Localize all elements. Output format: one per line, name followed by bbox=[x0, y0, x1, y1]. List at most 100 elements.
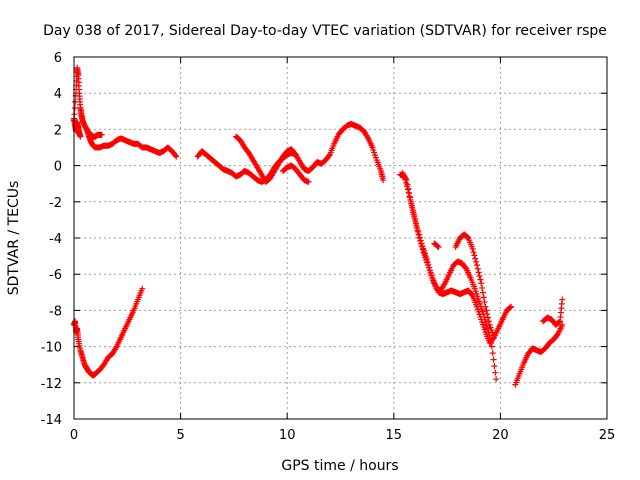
data-point-marker bbox=[380, 177, 387, 184]
data-point-marker bbox=[479, 289, 486, 296]
data-point-marker bbox=[412, 220, 419, 227]
x-tick-label: 0 bbox=[70, 428, 78, 443]
data-point-marker bbox=[435, 244, 442, 251]
tick-layer: 0 5 10 15 20 25 -14 -12 -10 -8 -6 -4 -2 0 2 4 6 bbox=[41, 51, 616, 443]
data-point-marker bbox=[476, 273, 483, 280]
data-series-1 bbox=[71, 115, 84, 140]
data-point-marker bbox=[488, 339, 495, 346]
data-point-marker bbox=[403, 177, 410, 184]
data-point-marker bbox=[325, 152, 332, 159]
y-tick-label: -2 bbox=[49, 196, 62, 211]
data-point-marker bbox=[493, 376, 500, 383]
data-point-marker bbox=[473, 262, 480, 269]
y-tick-label: -10 bbox=[41, 341, 62, 356]
data-point-marker bbox=[412, 216, 419, 223]
data-point-marker bbox=[479, 284, 486, 291]
y-tick-label: -6 bbox=[49, 268, 62, 283]
chart-title: Day 038 of 2017, Sidereal Day-to-day VTE… bbox=[43, 23, 607, 39]
x-tick-label: 20 bbox=[492, 428, 509, 443]
data-point-marker bbox=[477, 276, 484, 283]
data-point-marker bbox=[410, 209, 417, 216]
data-point-marker bbox=[491, 363, 498, 370]
y-axis-label: SDTVAR / TECUs bbox=[6, 181, 22, 296]
data-point-marker bbox=[411, 213, 418, 220]
y-tick-label: 4 bbox=[54, 87, 62, 102]
x-axis-label: GPS time / hours bbox=[281, 458, 398, 474]
y-tick-label: -14 bbox=[41, 413, 62, 428]
data-series-5 bbox=[233, 120, 387, 185]
data-point-marker bbox=[486, 332, 493, 339]
data-point-marker bbox=[418, 240, 425, 247]
x-tick-label: 25 bbox=[599, 428, 616, 443]
y-tick-label: 0 bbox=[54, 160, 62, 175]
data-point-marker bbox=[488, 343, 495, 350]
data-point-marker bbox=[417, 237, 424, 244]
data-point-marker bbox=[471, 252, 478, 259]
data-point-marker bbox=[489, 350, 496, 357]
data-point-marker bbox=[559, 321, 566, 328]
data-point-marker bbox=[98, 131, 105, 138]
data-series-9 bbox=[452, 231, 498, 341]
data-series-8 bbox=[399, 169, 500, 383]
data-point-marker bbox=[559, 296, 566, 303]
data-point-marker bbox=[487, 336, 494, 343]
data-point-marker bbox=[483, 322, 490, 329]
data-series-7 bbox=[397, 171, 515, 346]
data-point-marker bbox=[406, 190, 413, 197]
y-tick-label: -4 bbox=[49, 232, 62, 247]
data-point-marker bbox=[305, 178, 312, 185]
data-series-6 bbox=[279, 162, 312, 185]
data-point-marker bbox=[475, 269, 482, 276]
data-point-marker bbox=[404, 181, 411, 188]
data-point-marker bbox=[485, 318, 492, 325]
data-point-marker bbox=[483, 307, 490, 314]
grid-layer bbox=[74, 57, 607, 419]
x-tick-label: 15 bbox=[386, 428, 403, 443]
data-series-11 bbox=[512, 321, 566, 388]
y-tick-label: 6 bbox=[54, 51, 62, 66]
data-point-marker bbox=[508, 303, 515, 310]
x-tick-label: 10 bbox=[279, 428, 296, 443]
data-point-marker bbox=[408, 202, 415, 209]
data-point-marker bbox=[415, 231, 422, 238]
data-point-marker bbox=[407, 198, 414, 205]
data-point-marker bbox=[478, 280, 485, 287]
data-point-marker bbox=[139, 285, 146, 292]
data-series-3 bbox=[71, 285, 146, 379]
data-point-marker bbox=[490, 356, 497, 363]
data-point-marker bbox=[480, 294, 487, 301]
data-point-marker bbox=[413, 224, 420, 231]
data-point-marker bbox=[409, 206, 416, 213]
data-point-marker bbox=[484, 311, 491, 318]
data-point-marker bbox=[472, 255, 479, 262]
data-point-marker bbox=[482, 303, 489, 310]
data-point-marker bbox=[419, 246, 426, 253]
y-tick-label: -12 bbox=[41, 377, 62, 392]
data-point-marker bbox=[484, 325, 491, 332]
data-point-marker bbox=[468, 291, 475, 298]
data-point-marker bbox=[172, 152, 179, 159]
data-layer bbox=[71, 64, 566, 388]
data-point-marker bbox=[474, 265, 481, 272]
data-point-marker bbox=[434, 243, 441, 250]
data-point-marker bbox=[416, 235, 423, 241]
data-point-marker bbox=[556, 318, 563, 325]
data-point-marker bbox=[469, 245, 476, 252]
data-point-marker bbox=[71, 105, 78, 112]
data-point-marker bbox=[491, 334, 498, 341]
data-point-marker bbox=[77, 133, 84, 140]
data-point-marker bbox=[173, 153, 180, 160]
data-point-marker bbox=[473, 258, 480, 265]
data-series-2 bbox=[83, 126, 180, 160]
data-point-marker bbox=[418, 243, 425, 250]
data-series-10 bbox=[431, 240, 442, 251]
data-point-marker bbox=[481, 313, 488, 320]
data-point-marker bbox=[407, 194, 414, 201]
data-point-marker bbox=[405, 185, 412, 192]
data-point-marker bbox=[507, 304, 514, 311]
data-point-marker bbox=[481, 299, 488, 306]
x-tick-label: 5 bbox=[176, 428, 184, 443]
data-point-marker bbox=[470, 249, 477, 256]
